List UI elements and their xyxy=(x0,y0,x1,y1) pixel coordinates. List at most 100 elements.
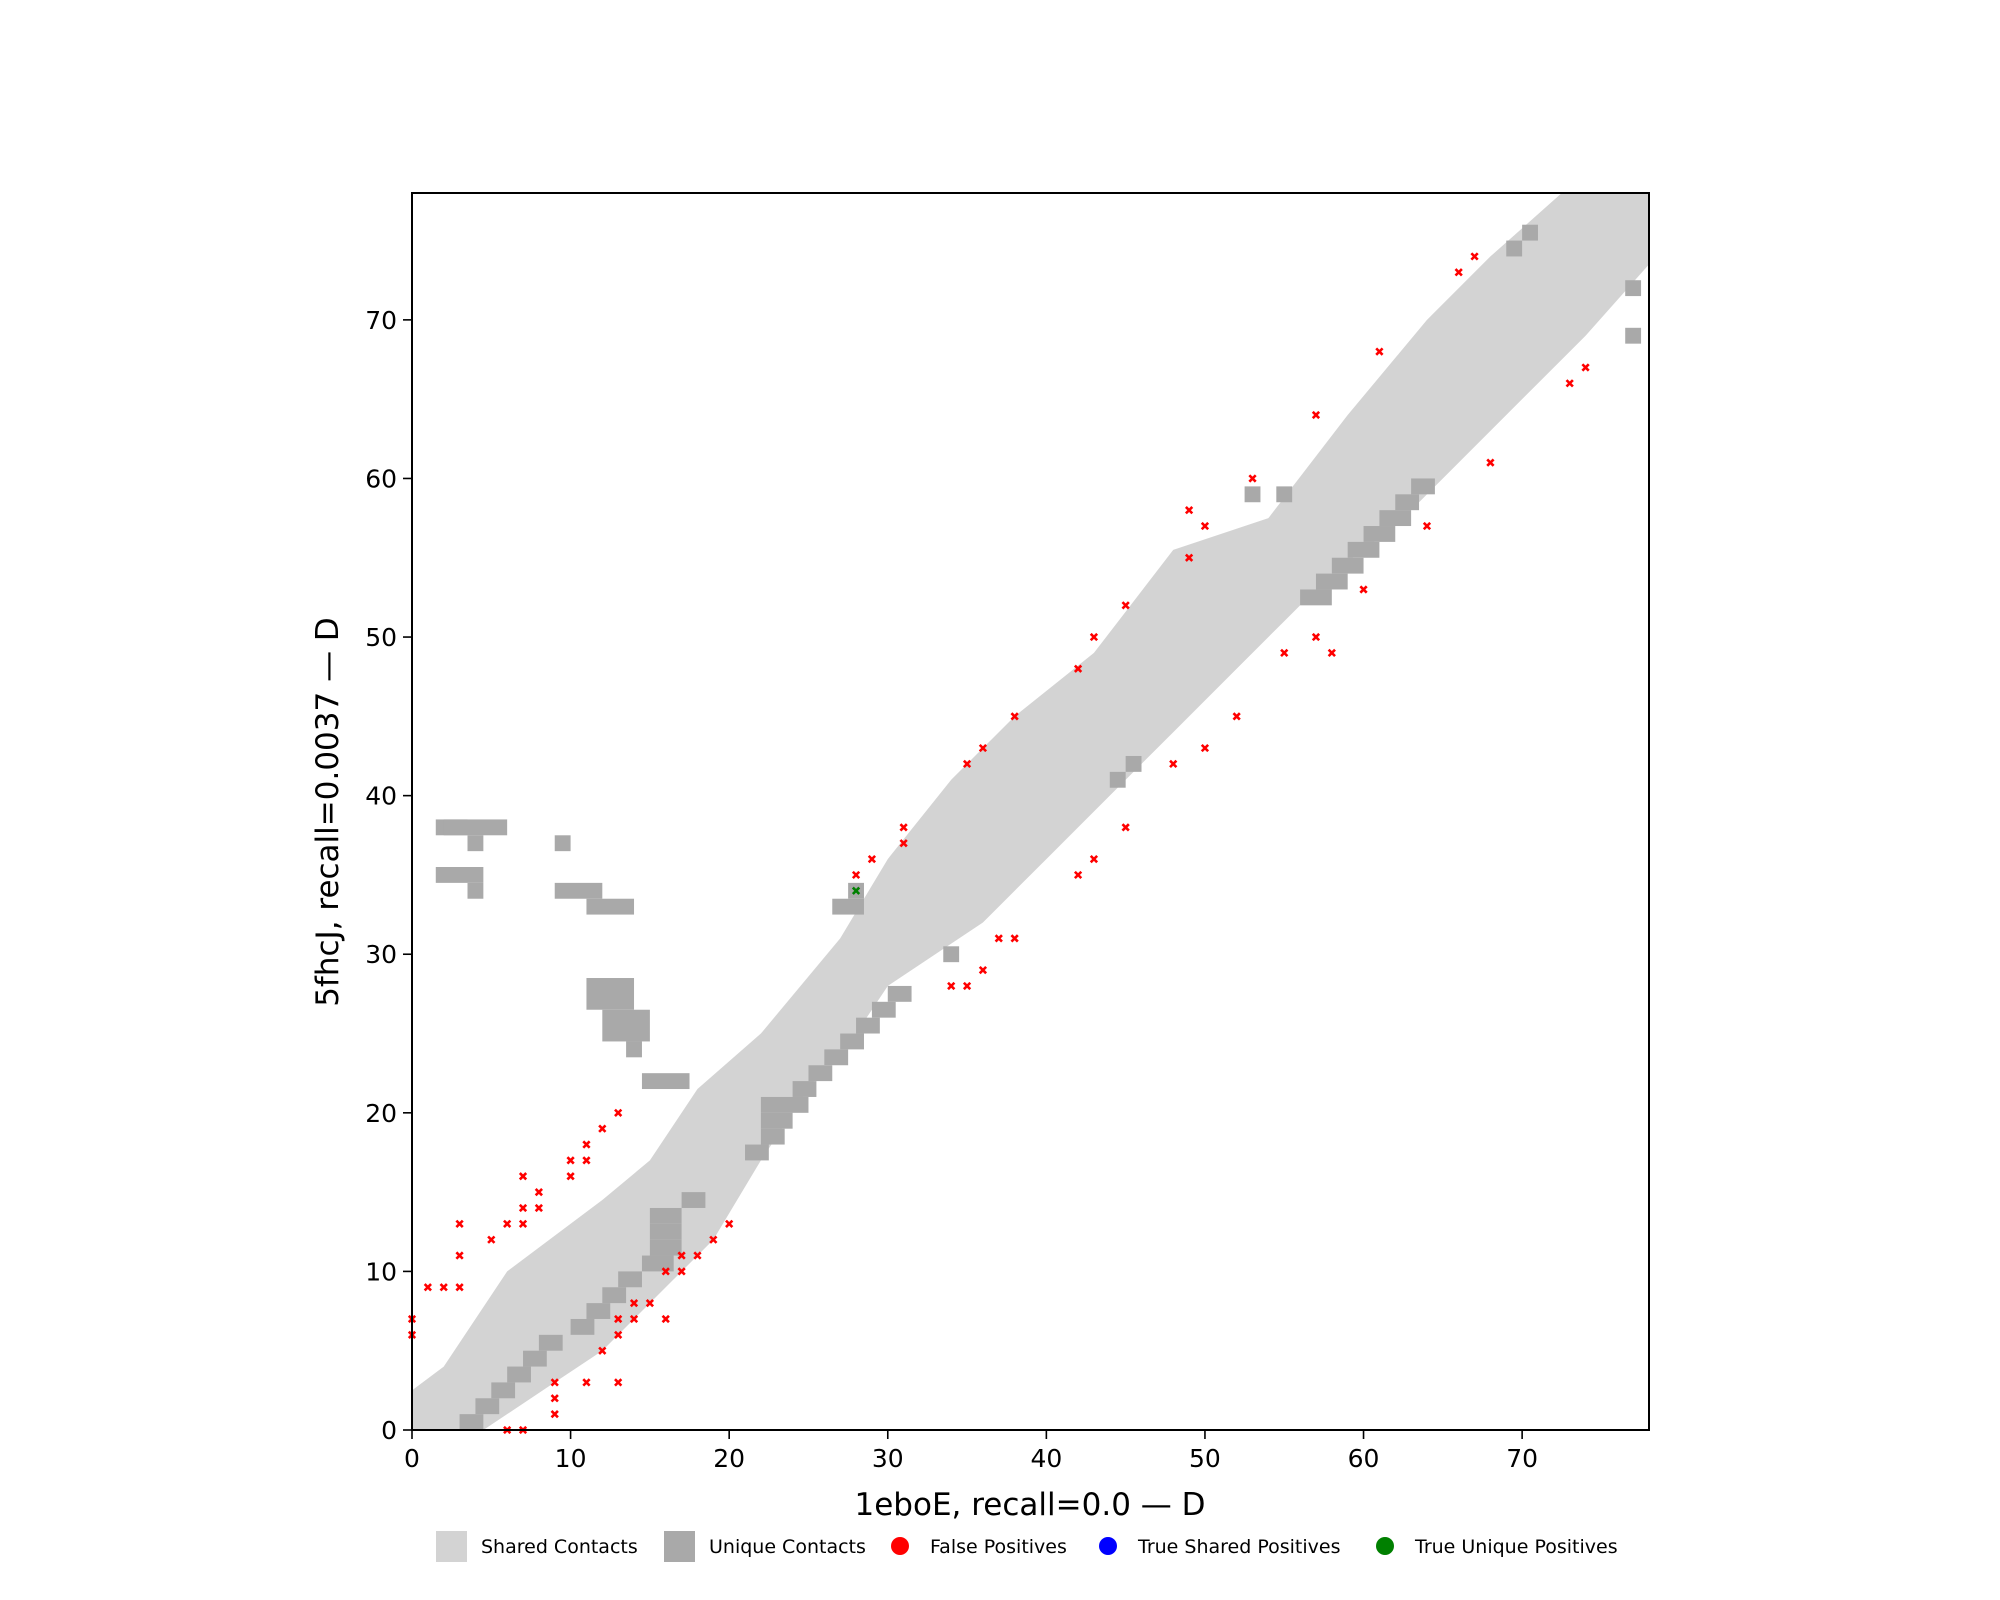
unique-contact-cell xyxy=(459,1414,484,1430)
unique-contact-cell xyxy=(943,946,960,963)
y-tick-label: 20 xyxy=(365,1099,397,1128)
false-positives-marker xyxy=(423,1283,432,1292)
unique-contact-cell xyxy=(824,1049,849,1066)
false-positives-marker xyxy=(693,1251,702,1260)
false-positives-marker xyxy=(439,1283,448,1292)
legend-dot xyxy=(891,1537,909,1555)
false-positives-marker xyxy=(661,1314,670,1324)
unique-contact-cell xyxy=(1411,478,1435,495)
unique-contact-cell xyxy=(586,1303,611,1319)
legend-dot xyxy=(1376,1537,1394,1555)
unique-contact-cell xyxy=(586,978,635,1010)
unique-contact-cell xyxy=(1625,327,1642,344)
false-positives-marker xyxy=(503,1219,512,1228)
false-positives-marker xyxy=(1327,648,1336,658)
false-positives-marker xyxy=(978,965,988,975)
false-positives-marker xyxy=(709,1235,718,1244)
false-positives-marker xyxy=(550,1394,559,1403)
contact-band-layer xyxy=(412,193,1649,1430)
x-tick-label: 60 xyxy=(1348,1444,1380,1473)
false-positives-marker xyxy=(598,1346,607,1355)
false-positives-marker xyxy=(978,743,988,753)
unique-contact-cell xyxy=(1347,541,1380,558)
unique-contact-cell xyxy=(641,1073,690,1090)
y-axis-label: 5fhcJ, recall=0.0037 — D xyxy=(310,617,346,1007)
unique-contact-cell xyxy=(649,1239,682,1256)
false-positives-marker xyxy=(677,1251,686,1260)
false-positives-marker xyxy=(677,1267,686,1276)
legend-item: True Shared Positives xyxy=(1099,1536,1340,1558)
false-positives-marker xyxy=(518,1219,528,1228)
unique-contact-cell xyxy=(1276,486,1293,503)
legend: Shared Contacts Unique Contacts False Posi… xyxy=(436,1531,1618,1562)
unique-contact-cell xyxy=(856,1017,880,1034)
unique-contact-cell xyxy=(871,1001,896,1018)
false-positives-marker xyxy=(1121,601,1130,610)
positives-layer xyxy=(407,252,1590,1435)
false-positives-marker xyxy=(1010,712,1019,721)
unique-contact-cell xyxy=(1363,526,1396,542)
unique-contact-cell xyxy=(1315,573,1348,590)
false-positives-marker xyxy=(1073,870,1083,880)
false-positives-marker xyxy=(725,1219,734,1228)
unique-contact-cell xyxy=(570,1318,595,1335)
unique-contact-cell xyxy=(443,819,508,836)
x-axis-ticks: 0 10 20 30 40 50 60 70 xyxy=(404,1430,1538,1473)
y-tick-label: 0 xyxy=(381,1416,397,1445)
false-positives-marker xyxy=(518,1172,528,1181)
unique-contacts-layer xyxy=(435,224,1642,1430)
unique-contact-cell xyxy=(1522,224,1538,241)
false-positives-marker xyxy=(851,870,861,880)
legend-label: Unique Contacts xyxy=(709,1536,866,1558)
false-positives-marker xyxy=(614,1314,623,1324)
false-positives-marker xyxy=(455,1251,464,1260)
unique-contact-cell xyxy=(538,1334,563,1351)
false-positives-marker xyxy=(1581,363,1590,372)
unique-contact-cell xyxy=(887,985,912,1002)
false-positives-marker xyxy=(614,1378,623,1387)
false-positives-marker xyxy=(455,1283,464,1292)
false-positives-marker xyxy=(1565,379,1574,388)
true-unique-positives-marker xyxy=(851,886,861,895)
false-positives-marker xyxy=(1232,712,1241,721)
unique-contact-cell xyxy=(760,1096,809,1113)
false-positives-marker xyxy=(1010,934,1019,943)
unique-contact-cell xyxy=(760,1112,793,1129)
false-positives-marker xyxy=(1184,553,1194,562)
x-tick-label: 20 xyxy=(713,1444,745,1473)
unique-contact-cell xyxy=(626,1041,642,1058)
unique-contact-cell xyxy=(641,1255,674,1272)
false-positives-marker xyxy=(1169,759,1178,769)
false-positives-marker xyxy=(534,1203,543,1213)
unique-contact-cell xyxy=(1244,486,1261,503)
false-positives-marker xyxy=(1311,632,1321,642)
false-positives-marker xyxy=(661,1267,670,1276)
unique-contact-cell xyxy=(1379,510,1412,527)
false-positives-marker xyxy=(1184,506,1194,515)
unique-contact-cell xyxy=(1300,589,1332,606)
legend-swatch xyxy=(436,1531,467,1562)
false-positives-marker xyxy=(1248,474,1257,483)
unique-contact-cell xyxy=(554,882,603,899)
false-positives-marker xyxy=(566,1156,575,1165)
false-positives-marker xyxy=(550,1410,559,1419)
unique-contact-cell xyxy=(760,1128,785,1145)
y-tick-label: 40 xyxy=(365,782,397,811)
false-positives-marker xyxy=(550,1378,559,1387)
false-positives-marker xyxy=(534,1188,543,1197)
x-tick-label: 40 xyxy=(1030,1444,1062,1473)
unique-contact-cell xyxy=(602,1287,627,1304)
false-positives-marker xyxy=(582,1156,591,1165)
unique-contact-cell xyxy=(467,882,484,899)
legend-label: True Unique Positives xyxy=(1414,1536,1618,1558)
unique-contact-cell xyxy=(586,898,635,915)
false-positives-marker xyxy=(455,1219,464,1228)
legend-item: Shared Contacts xyxy=(436,1531,638,1562)
false-positives-marker xyxy=(1359,585,1368,594)
false-positives-marker xyxy=(1486,458,1495,467)
y-tick-label: 10 xyxy=(365,1257,397,1286)
unique-contact-cell xyxy=(808,1065,833,1082)
unique-contact-cell xyxy=(491,1382,516,1399)
false-positives-marker xyxy=(614,1330,623,1339)
false-positives-marker xyxy=(1280,648,1289,658)
